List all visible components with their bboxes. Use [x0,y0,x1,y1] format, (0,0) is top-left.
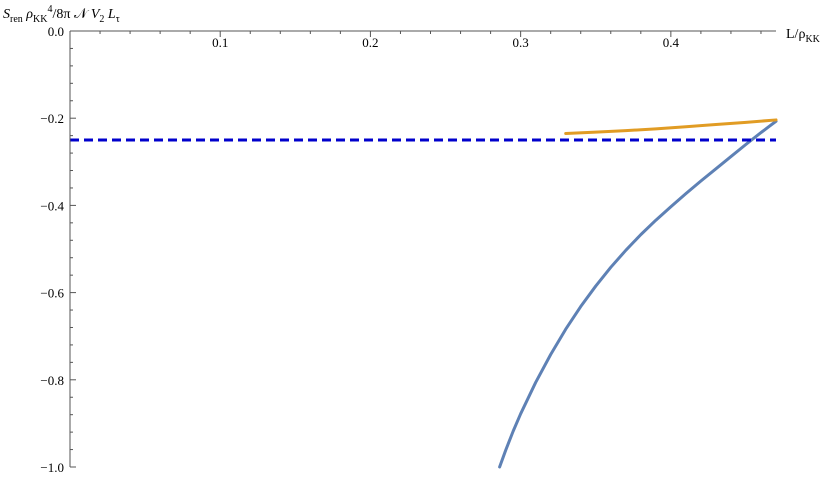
y-tick-label: −0.2 [40,111,64,126]
x-tick-label: 0.3 [513,35,529,50]
x-tick-label: 0.4 [663,35,680,50]
axis-title-part: 𝒩 [74,7,90,22]
y-tick-label: −1.0 [40,460,64,475]
series-layer [70,118,778,469]
axis-title-part: ren [10,14,23,25]
axis-title-part: /8π [52,7,73,22]
axis-title-part: L/ρ [786,27,805,42]
axis-title-part: τ [116,14,120,25]
y-tick-label: −0.4 [40,198,64,213]
series-line-1 [498,119,778,469]
y-ticks: 0.0 −0.2 −0.4 −0.6 −0.8 −1.0 [40,24,76,475]
x-ticks: 0.1 0.2 0.3 0.4 [99,31,762,50]
axis-title-part: L [104,7,116,22]
x-axis-title: L/ρKK [786,27,821,45]
axis-title-part: KK [805,34,820,45]
y-tick-label: 0.0 [48,24,64,39]
y-axis-title: Sren ρKK4/8π 𝒩 V2 Lτ [3,4,120,25]
axis-title-part: S [3,7,10,22]
y-tick-label: −0.8 [40,373,64,388]
y-tick-label: −0.6 [40,286,64,301]
axis-title-part: V [87,7,101,22]
series-line-2 [564,118,778,135]
axis-title-part: 2 [99,14,104,25]
x-tick-label: 0.1 [212,35,228,50]
x-tick-label: 0.2 [362,35,378,50]
axis-title-part: 4 [47,4,52,15]
axis-title-part: KK [33,14,48,25]
axis-title-part: ρ [23,7,34,22]
